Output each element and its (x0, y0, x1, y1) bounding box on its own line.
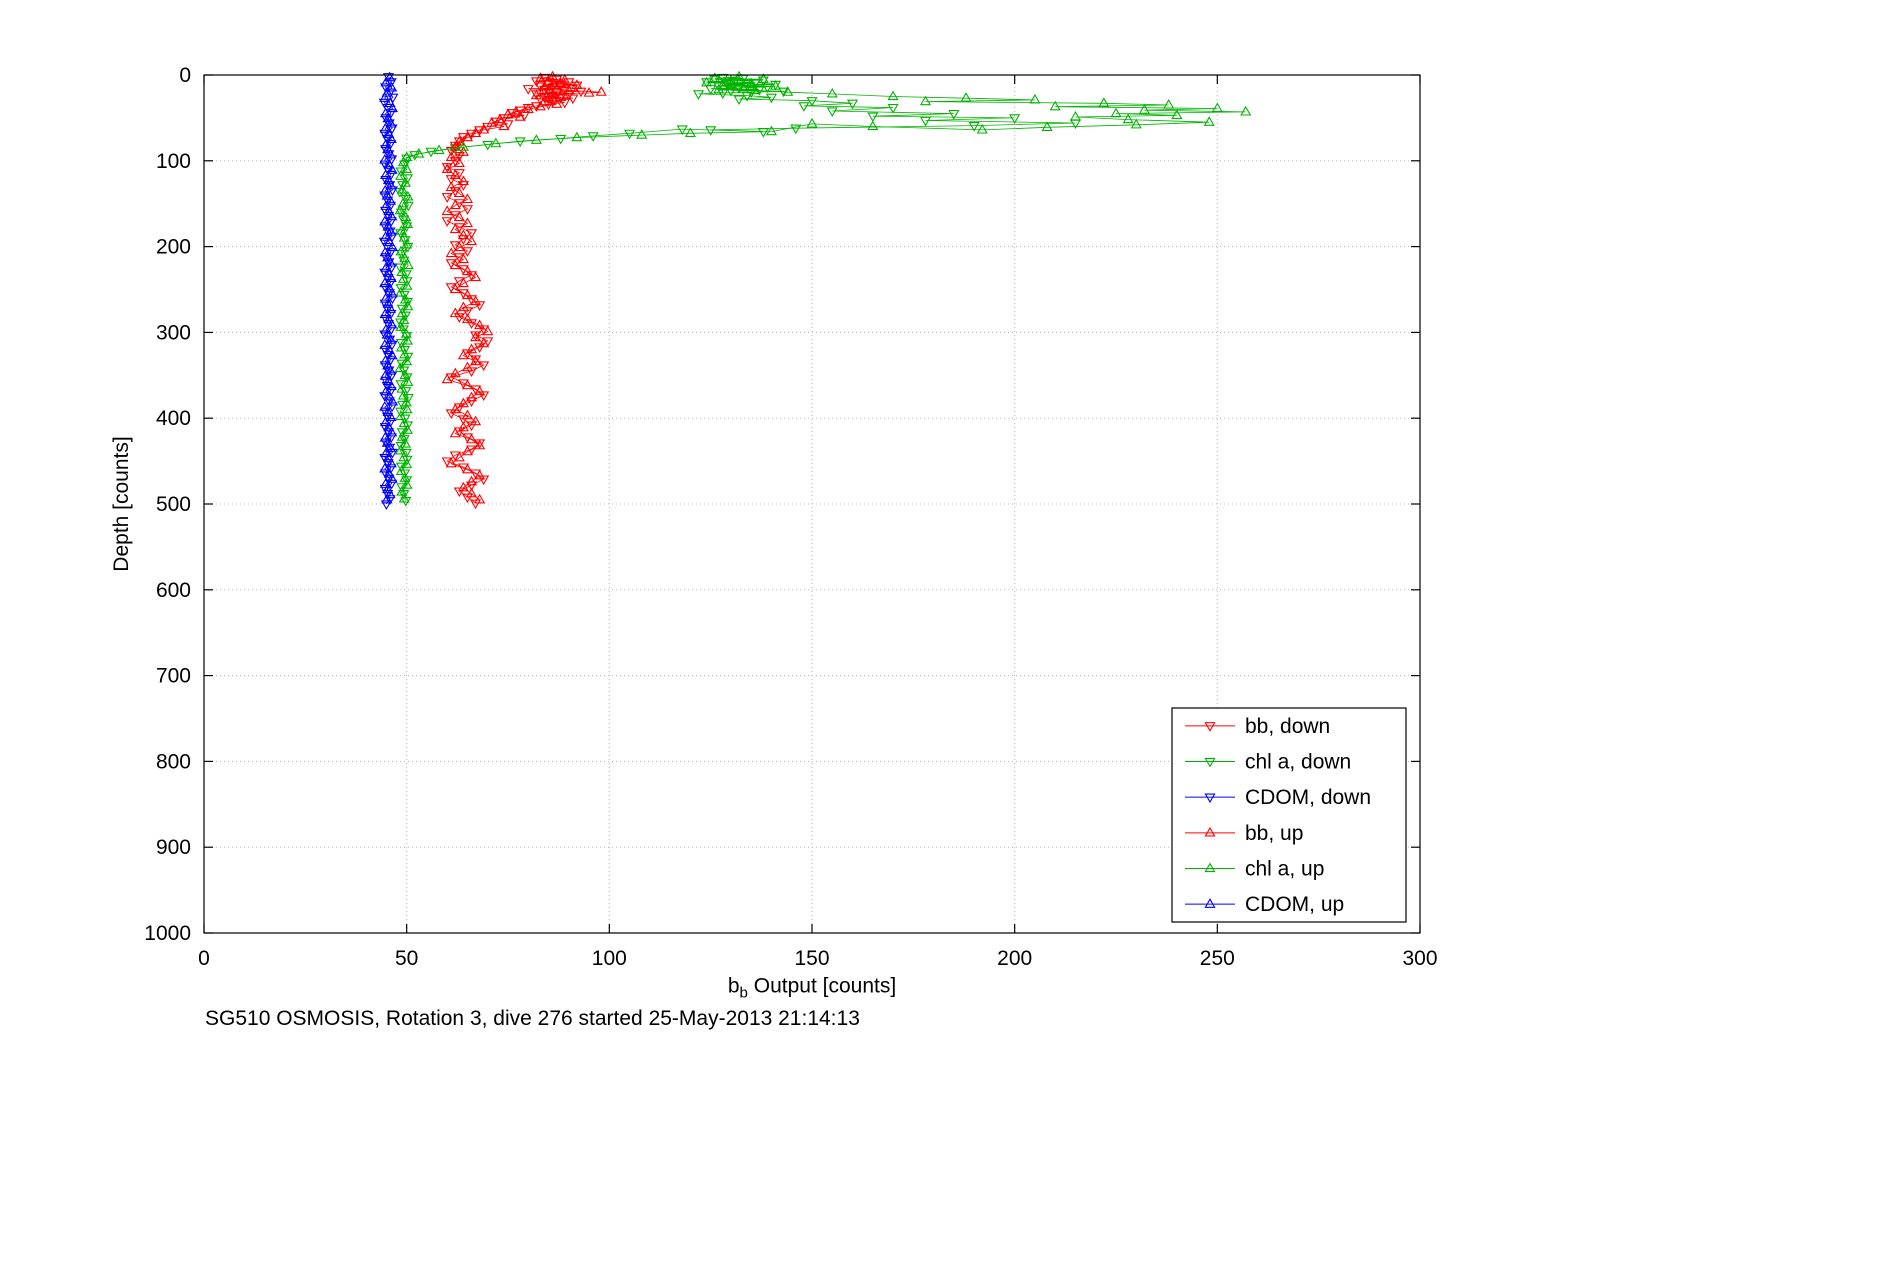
svg-text:400: 400 (156, 407, 191, 430)
svg-text:bb, down: bb, down (1245, 715, 1330, 738)
svg-text:600: 600 (156, 579, 191, 602)
series-bb-up (441, 70, 607, 504)
svg-text:700: 700 (156, 665, 191, 688)
svg-text:900: 900 (156, 836, 191, 859)
x-axis-label-prefix: b (727, 974, 740, 998)
svg-text:500: 500 (156, 493, 191, 516)
svg-text:chl a, down: chl a, down (1245, 751, 1351, 774)
svg-text:CDOM, down: CDOM, down (1245, 786, 1371, 809)
series-cdom-up (379, 71, 399, 504)
svg-text:150: 150 (794, 947, 829, 970)
legend-item-cdom-down: CDOM, down (1185, 786, 1371, 809)
y-axis-label: Depth [counts] (110, 436, 133, 572)
legend-item-cdom-up: CDOM, up (1185, 893, 1344, 916)
series-bb-down (441, 73, 587, 510)
svg-text:0: 0 (198, 947, 210, 970)
svg-text:chl a, up: chl a, up (1245, 858, 1324, 881)
svg-text:250: 250 (1200, 947, 1235, 970)
x-axis-label: bb Output [counts] (728, 974, 896, 1001)
legend-item-chl-a-up: chl a, up (1185, 858, 1324, 881)
svg-text:300: 300 (156, 321, 191, 344)
x-tick-labels: 0 50 100 150 200 250 300 (198, 947, 1437, 970)
svg-text:100: 100 (592, 947, 627, 970)
svg-text:50: 50 (395, 947, 418, 970)
svg-text:100: 100 (156, 150, 191, 173)
x-axis-label-rest: Output [counts] (747, 974, 897, 998)
y-tick-labels: 0 100 200 300 400 500 600 700 800 900 1000 (144, 64, 191, 945)
svg-text:0: 0 (179, 64, 191, 87)
svg-text:bb, up: bb, up (1245, 822, 1303, 845)
figure-caption: SG510 OSMOSIS, Rotation 3, dive 276 star… (205, 1007, 860, 1030)
series-chl-a-down (394, 73, 1082, 507)
legend: bb, down chl a, down CDOM, down bb, up chl a… (1171, 707, 1407, 923)
svg-text:200: 200 (156, 236, 191, 259)
x-axis-label-subscript: b (739, 984, 748, 1002)
svg-text:1000: 1000 (144, 922, 191, 945)
grid-lines (204, 75, 1420, 933)
legend-item-chl-a-down: chl a, down (1185, 751, 1351, 774)
legend-item-bb-up: bb, up (1185, 822, 1303, 845)
svg-text:200: 200 (997, 947, 1032, 970)
svg-text:800: 800 (156, 750, 191, 773)
legend-item-bb-down: bb, down (1185, 715, 1330, 738)
series-chl-a-up (394, 70, 1252, 503)
tick-marks (203, 74, 1421, 934)
svg-text:300: 300 (1402, 947, 1437, 970)
svg-text:CDOM, up: CDOM, up (1245, 893, 1344, 916)
legend-box (1171, 707, 1407, 923)
